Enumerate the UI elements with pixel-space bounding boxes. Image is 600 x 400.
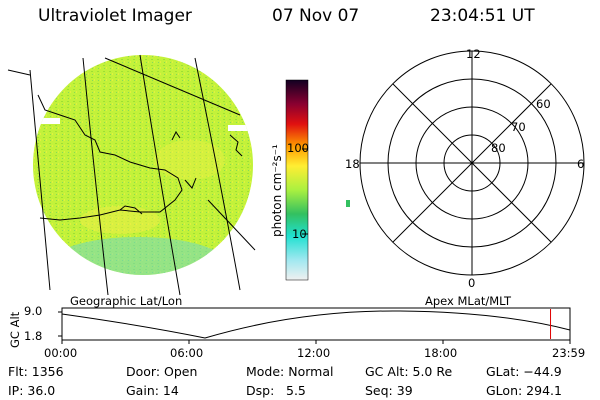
coastline: [37, 94, 243, 221]
ip-value: IP: 36.0: [8, 383, 56, 398]
mlt-label-18: 18: [345, 157, 360, 171]
mode-status: Mode: Normal: [246, 364, 334, 379]
orbit-x-tick-2359: 23:59: [552, 346, 586, 360]
orbit-x-tick-0000: 00:00: [44, 346, 78, 360]
colorbar-tick-100: 100: [287, 141, 309, 155]
altitude-curve: [61, 310, 571, 339]
polar-mlat-mlt-plot: [346, 50, 585, 276]
door-status: Door: Open: [126, 364, 198, 379]
orbit-altitude-plot: [58, 307, 571, 344]
orbit-y-tick-min: 1.8: [24, 329, 43, 343]
gc-altitude: GC Alt: 5.0 Re: [365, 364, 453, 379]
colorbar-tick-10: 10: [292, 227, 307, 241]
mlt-label-0: 0: [468, 276, 476, 290]
observation-time: 23:04:51 UT: [430, 6, 535, 26]
orbit-axis-label: GC Alt: [8, 311, 22, 348]
geographic-image: [7, 54, 256, 296]
mlat-label-80: 80: [491, 141, 506, 155]
gain-value: Gain: 14: [126, 383, 179, 398]
geographic-latitude: GLat: −44.9: [486, 364, 562, 379]
orbit-y-tick-max: 9.0: [24, 304, 43, 318]
observation-date: 07 Nov 07: [272, 6, 360, 26]
flight-number: Flt: 1356: [8, 364, 64, 379]
geographic-longitude: GLon: 294.1: [486, 383, 562, 398]
mlat-label-70: 70: [511, 120, 526, 134]
orbit-x-tick-1200: 12:00: [297, 346, 331, 360]
sequence-number: Seq: 39: [365, 383, 413, 398]
apex-map-label: Apex MLat/MLT: [425, 294, 512, 308]
orbit-x-tick-1800: 18:00: [424, 346, 458, 360]
mlat-label-60: 60: [536, 97, 551, 111]
mlt-label-12: 12: [466, 47, 481, 61]
dsp-label: Dsp:: [246, 383, 275, 398]
colorbar-unit-label: photon cm⁻²s⁻¹: [270, 144, 284, 237]
orbit-x-tick-0600: 06:00: [170, 346, 204, 360]
geographic-grid: [7, 54, 256, 296]
instrument-title: Ultraviolet Imager: [38, 6, 192, 26]
mlt-label-6: 6: [577, 157, 585, 171]
geographic-map-label: Geographic Lat/Lon: [70, 294, 183, 308]
dsp-value: 5.5: [286, 383, 306, 398]
color-scale-bar: [285, 79, 309, 281]
